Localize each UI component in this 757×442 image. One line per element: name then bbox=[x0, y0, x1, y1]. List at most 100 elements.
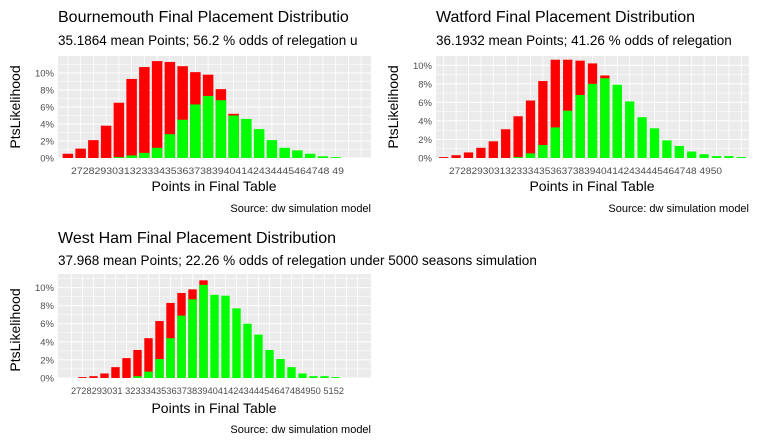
bar-safe bbox=[177, 119, 188, 158]
chart-title: Watford Final Placement Distribution bbox=[436, 9, 695, 26]
bar-safe bbox=[177, 315, 186, 378]
y-tick-label: 6% bbox=[40, 319, 54, 330]
bar-relegation bbox=[88, 140, 99, 158]
bar-safe bbox=[330, 157, 341, 158]
y-tick-label: 10% bbox=[413, 61, 433, 72]
bar-relegation bbox=[75, 148, 86, 158]
bar-safe bbox=[243, 323, 252, 378]
y-tick-label: 6% bbox=[40, 103, 54, 114]
bar-safe bbox=[687, 151, 697, 158]
bar-safe bbox=[637, 117, 647, 158]
bar-safe bbox=[538, 145, 548, 158]
bar-safe bbox=[210, 294, 219, 378]
y-tick-label: 4% bbox=[418, 116, 432, 127]
bar-safe bbox=[232, 308, 241, 378]
bar-safe bbox=[253, 129, 265, 158]
bar-safe bbox=[662, 140, 672, 158]
bar-safe bbox=[113, 157, 125, 158]
bar-relegation bbox=[139, 67, 150, 158]
bar-safe bbox=[166, 338, 175, 378]
chart-subtitle: 37.968 mean Points; 22.26 % odds of rele… bbox=[58, 253, 537, 268]
bar-relegation bbox=[100, 125, 112, 158]
bar-relegation bbox=[144, 338, 153, 378]
chart-subtitle: 35.1864 mean Points; 56.2 % odds of rele… bbox=[58, 33, 357, 48]
bar-relegation bbox=[100, 373, 109, 378]
bar-safe bbox=[126, 155, 137, 158]
y-tick-label: 8% bbox=[40, 86, 54, 97]
chart-title: West Ham Final Placement Distribution bbox=[58, 230, 336, 247]
bar-safe bbox=[190, 104, 201, 158]
bar-relegation bbox=[155, 321, 164, 378]
chart-caption: Source: dw simulation model bbox=[230, 203, 371, 215]
bar-safe bbox=[550, 127, 560, 158]
chart-caption: Source: dw simulation model bbox=[608, 203, 749, 215]
bar-safe bbox=[287, 367, 296, 378]
y-tick-label: 4% bbox=[40, 120, 54, 131]
bar-relegation bbox=[563, 59, 573, 158]
bar-safe bbox=[724, 156, 734, 158]
y-tick-label: 4% bbox=[40, 337, 54, 348]
x-axis-title: Points in Final Table bbox=[529, 178, 654, 194]
bar-relegation bbox=[488, 141, 498, 158]
y-tick-label: 8% bbox=[418, 79, 432, 90]
bar-safe bbox=[215, 100, 227, 158]
bar-relegation bbox=[62, 153, 74, 158]
bar-safe bbox=[221, 295, 230, 378]
bar-relegation bbox=[525, 100, 536, 158]
y-axis-title: PtsLikelihood bbox=[7, 288, 23, 371]
y-axis-title: PtsLikelihood bbox=[7, 65, 23, 148]
bar-relegation bbox=[463, 152, 474, 158]
y-tick-label: 0% bbox=[418, 154, 432, 165]
bar-relegation bbox=[439, 157, 449, 158]
bar-safe bbox=[331, 377, 340, 378]
bar-safe bbox=[241, 118, 252, 158]
chart-subtitle: 36.1932 mean Points; 41.26 % odds of rel… bbox=[436, 33, 732, 48]
bar-safe bbox=[266, 140, 278, 158]
bar-relegation bbox=[113, 102, 125, 158]
bar-safe bbox=[649, 128, 660, 158]
bar-safe bbox=[674, 145, 684, 158]
y-tick-label: 10% bbox=[35, 283, 55, 294]
bar-relegation bbox=[513, 116, 523, 158]
bar-safe bbox=[188, 299, 197, 378]
bar-relegation bbox=[177, 66, 188, 158]
bar-safe bbox=[164, 134, 176, 158]
bar-safe bbox=[320, 376, 329, 378]
bar-relegation bbox=[151, 61, 163, 158]
x-axis-title: Points in Final Table bbox=[151, 178, 276, 194]
x-tick-labels: 2728293031323334353637383940414243444546… bbox=[71, 166, 344, 176]
charts-layer: Bournemouth Final Placement Distributio 3… bbox=[7, 9, 749, 436]
bar-safe bbox=[144, 371, 153, 378]
bar-relegation bbox=[78, 377, 87, 378]
y-tick-label: 2% bbox=[40, 137, 54, 148]
bar-relegation bbox=[122, 358, 131, 378]
x-tick-labels: 2728293031 32333435363738394041424344454… bbox=[71, 386, 344, 396]
bar-safe bbox=[254, 334, 263, 378]
bar-relegation bbox=[451, 155, 461, 158]
bar-safe bbox=[276, 359, 285, 378]
bar-safe bbox=[304, 153, 316, 158]
y-tick-label: 8% bbox=[40, 301, 54, 312]
y-tick-label: 0% bbox=[40, 154, 54, 165]
bar-safe bbox=[133, 376, 142, 378]
bar-relegation bbox=[538, 81, 548, 158]
bar-safe bbox=[575, 94, 585, 158]
bar-relegation bbox=[550, 59, 560, 158]
bar-safe bbox=[625, 101, 635, 158]
bar-safe bbox=[279, 147, 290, 158]
bar-safe bbox=[525, 153, 536, 158]
bar-safe bbox=[513, 157, 523, 158]
bar-relegation bbox=[89, 376, 98, 378]
chart-1: Watford Final Placement Distribution 36.1… bbox=[385, 9, 749, 215]
y-tick-label: 6% bbox=[418, 98, 432, 109]
y-tick-label: 10% bbox=[35, 69, 55, 80]
bar-safe bbox=[265, 349, 274, 378]
bar-relegation bbox=[126, 78, 137, 158]
chart-title: Bournemouth Final Placement Distributio bbox=[58, 9, 349, 26]
bar-safe bbox=[292, 150, 303, 158]
bar-safe bbox=[736, 157, 746, 158]
bar-safe bbox=[711, 156, 722, 158]
bar-safe bbox=[587, 83, 598, 158]
x-tick-labels: 2728293031323334353637383940414243444546… bbox=[449, 166, 722, 176]
